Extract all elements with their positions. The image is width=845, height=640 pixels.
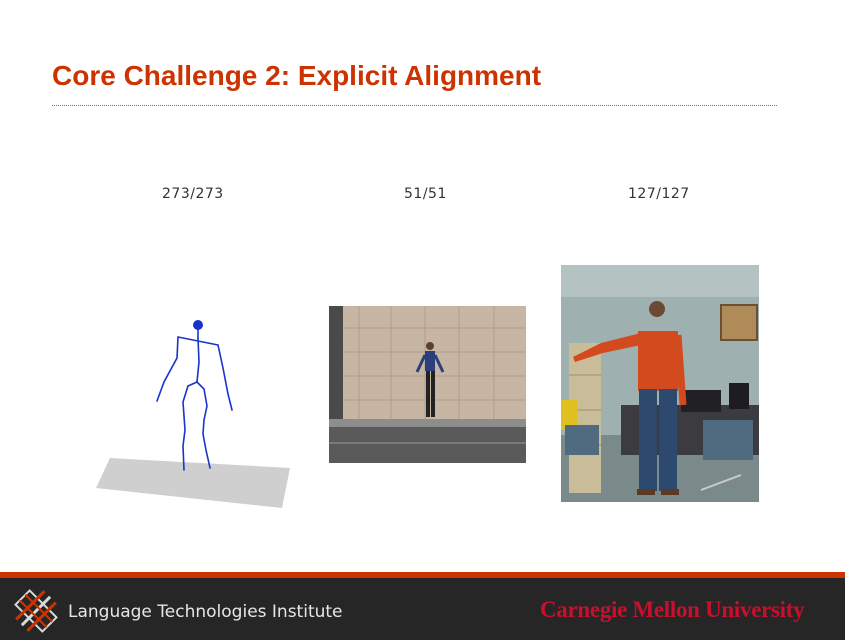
university-wordmark: Carnegie Mellon University bbox=[540, 597, 805, 622]
stick-figure bbox=[156, 326, 233, 471]
frame-counter-skeleton: 273/273 bbox=[162, 186, 224, 202]
floor-plane bbox=[96, 458, 290, 508]
slide-title: Core Challenge 2: Explicit Alignment bbox=[52, 60, 542, 91]
footer-accent-bar bbox=[0, 572, 845, 578]
skeleton-head bbox=[193, 320, 203, 330]
institute-name: Language Technologies Institute bbox=[68, 602, 343, 622]
frame-counter-video-2: 127/127 bbox=[628, 186, 690, 202]
video-frame-outdoor bbox=[329, 306, 526, 463]
title-divider bbox=[52, 105, 777, 106]
slide-footer: Language Technologies Institute Carnegie… bbox=[0, 572, 845, 640]
skeleton-animation bbox=[96, 320, 290, 508]
lti-logo-icon bbox=[14, 589, 58, 633]
frame-counter-video-1: 51/51 bbox=[404, 186, 447, 202]
video-frame-office bbox=[561, 265, 759, 502]
